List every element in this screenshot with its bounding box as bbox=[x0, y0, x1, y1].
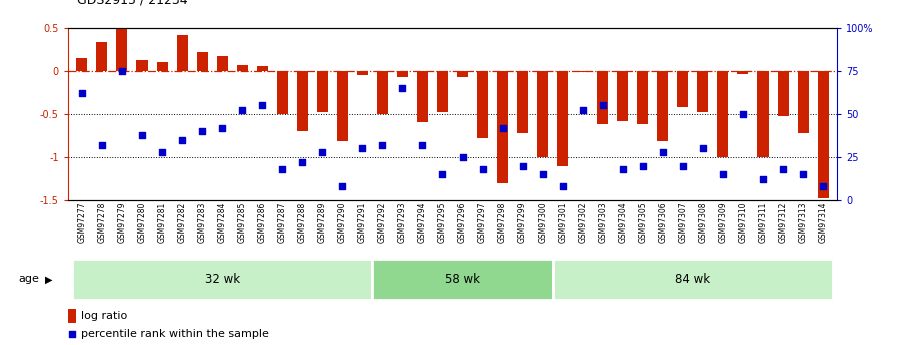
Bar bbox=[71, 259, 372, 300]
Point bbox=[295, 159, 310, 165]
Bar bbox=[76, 58, 88, 71]
Point bbox=[776, 166, 790, 172]
Bar bbox=[216, 56, 228, 71]
Bar bbox=[477, 71, 488, 138]
Point bbox=[315, 149, 329, 155]
Bar bbox=[357, 71, 367, 75]
Point bbox=[595, 102, 610, 108]
Bar bbox=[196, 52, 207, 71]
Bar bbox=[437, 71, 448, 112]
Bar bbox=[337, 71, 348, 141]
Bar bbox=[317, 71, 328, 112]
Bar bbox=[777, 71, 788, 116]
Point bbox=[355, 146, 369, 151]
Bar bbox=[236, 65, 248, 71]
Point bbox=[515, 163, 529, 168]
Bar bbox=[677, 71, 689, 107]
Bar bbox=[553, 259, 834, 300]
Text: 58 wk: 58 wk bbox=[445, 273, 480, 286]
Point bbox=[455, 154, 470, 160]
Bar bbox=[137, 60, 148, 71]
Bar bbox=[176, 34, 187, 71]
Point bbox=[696, 146, 710, 151]
Bar bbox=[497, 71, 508, 183]
Bar bbox=[68, 309, 76, 323]
Point bbox=[95, 142, 110, 148]
Point bbox=[235, 108, 250, 113]
Point bbox=[816, 184, 831, 189]
Bar bbox=[597, 71, 608, 124]
Bar bbox=[657, 71, 669, 141]
Point bbox=[655, 149, 670, 155]
Point bbox=[255, 102, 270, 108]
Text: GDS2915 / 21234: GDS2915 / 21234 bbox=[77, 0, 187, 7]
Point bbox=[214, 125, 229, 130]
Point bbox=[536, 171, 550, 177]
Point bbox=[195, 128, 209, 134]
Bar bbox=[538, 71, 548, 157]
Point bbox=[615, 166, 630, 172]
Point bbox=[376, 142, 390, 148]
Text: log ratio: log ratio bbox=[81, 311, 127, 321]
Bar bbox=[117, 28, 128, 71]
Bar bbox=[817, 71, 829, 198]
Bar bbox=[97, 42, 108, 71]
Text: percentile rank within the sample: percentile rank within the sample bbox=[81, 329, 269, 339]
Text: 32 wk: 32 wk bbox=[205, 273, 240, 286]
Point bbox=[556, 184, 570, 189]
Text: ▶: ▶ bbox=[45, 275, 52, 284]
Point bbox=[395, 85, 410, 91]
Text: 84 wk: 84 wk bbox=[675, 273, 710, 286]
Bar bbox=[757, 71, 768, 157]
Bar bbox=[277, 71, 288, 114]
Bar bbox=[417, 71, 428, 122]
Point bbox=[576, 108, 590, 113]
Point bbox=[115, 68, 129, 73]
Bar bbox=[257, 66, 268, 71]
Point bbox=[716, 171, 730, 177]
Bar bbox=[698, 71, 709, 112]
Point bbox=[135, 132, 149, 137]
Bar bbox=[372, 259, 553, 300]
Point bbox=[756, 177, 770, 182]
Bar bbox=[457, 71, 468, 77]
Point bbox=[435, 171, 450, 177]
Bar bbox=[577, 71, 588, 72]
Point bbox=[175, 137, 189, 142]
Bar bbox=[557, 71, 568, 166]
Point bbox=[74, 90, 89, 96]
Point bbox=[415, 142, 430, 148]
Point bbox=[795, 171, 810, 177]
Point bbox=[635, 163, 650, 168]
Bar bbox=[297, 71, 308, 131]
Point bbox=[475, 166, 490, 172]
Bar bbox=[718, 71, 729, 157]
Bar bbox=[617, 71, 628, 121]
Bar bbox=[797, 71, 808, 133]
Point bbox=[275, 166, 290, 172]
Bar bbox=[397, 71, 408, 77]
Point bbox=[676, 163, 691, 168]
Bar bbox=[637, 71, 648, 124]
Point bbox=[335, 184, 349, 189]
Point bbox=[495, 125, 510, 130]
Text: age: age bbox=[18, 275, 39, 284]
Point bbox=[155, 149, 169, 155]
Point bbox=[65, 331, 80, 337]
Bar bbox=[376, 71, 388, 114]
Bar bbox=[738, 71, 748, 74]
Point bbox=[736, 111, 750, 117]
Bar bbox=[157, 62, 167, 71]
Bar bbox=[517, 71, 529, 133]
